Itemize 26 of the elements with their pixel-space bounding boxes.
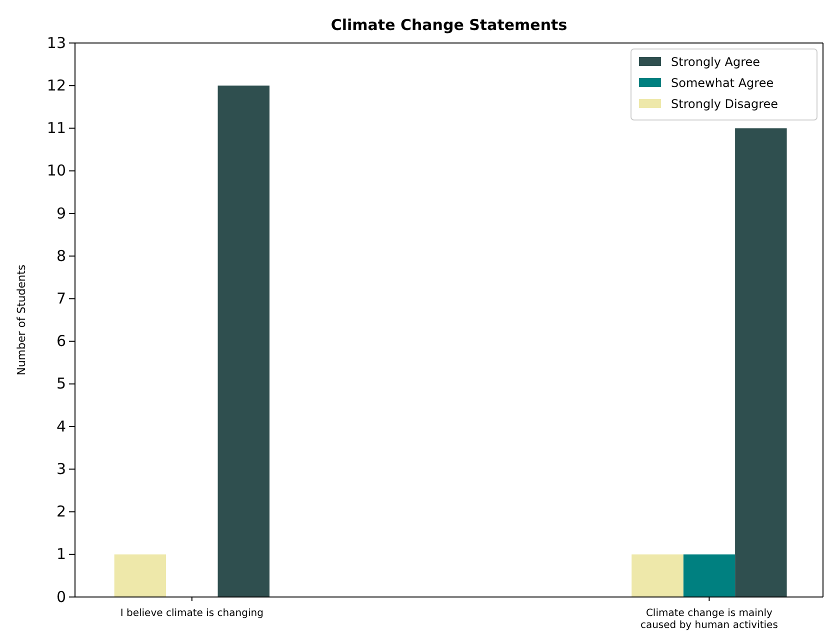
y-tick-label: 6 bbox=[56, 332, 66, 350]
bar bbox=[683, 554, 736, 597]
chart-title: Climate Change Statements bbox=[330, 16, 568, 34]
y-tick-label: 3 bbox=[56, 460, 66, 478]
legend-label: Somewhat Agree bbox=[671, 76, 774, 90]
y-tick-label: 8 bbox=[56, 246, 66, 265]
bar bbox=[218, 86, 270, 597]
y-tick-label: 2 bbox=[56, 502, 66, 521]
legend-label: Strongly Disagree bbox=[671, 97, 778, 111]
y-tick-label: 4 bbox=[56, 417, 66, 436]
y-tick-label: 0 bbox=[56, 588, 66, 606]
bar bbox=[735, 128, 787, 597]
bar bbox=[114, 554, 166, 597]
y-tick-label: 5 bbox=[56, 374, 66, 393]
y-tick-label: 12 bbox=[46, 76, 66, 94]
y-tick-label: 1 bbox=[56, 545, 66, 564]
y-tick-label: 7 bbox=[56, 289, 66, 308]
x-tick-label: Climate change is mainly caused by human activities bbox=[640, 608, 778, 631]
x-tick-label: I believe climate is changing bbox=[120, 608, 264, 619]
legend-label: Strongly Agree bbox=[671, 55, 760, 69]
y-axis-title: Number of Students bbox=[15, 264, 28, 376]
y-tick-label: 10 bbox=[46, 162, 66, 180]
y-tick-label: 13 bbox=[46, 34, 66, 52]
y-tick-label: 11 bbox=[46, 119, 66, 138]
bar bbox=[632, 554, 684, 597]
y-tick-label: 9 bbox=[56, 204, 66, 222]
